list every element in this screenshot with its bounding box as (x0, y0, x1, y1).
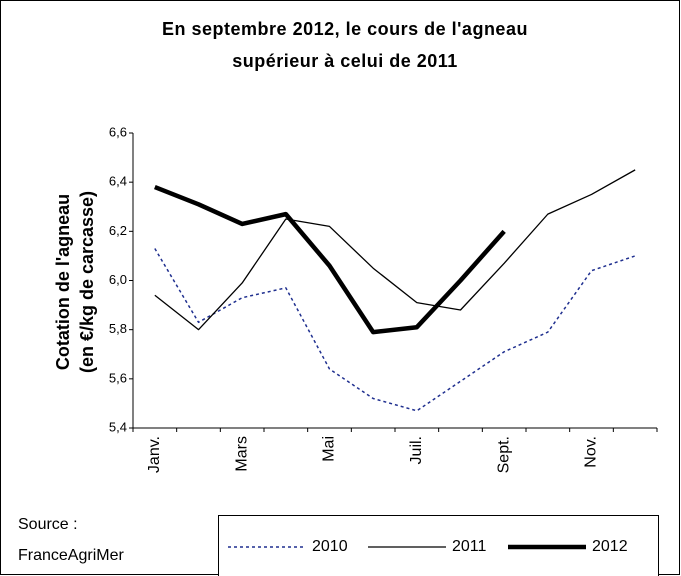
y-tick-label: 5,6 (109, 370, 127, 385)
legend-label: 2010 (312, 538, 348, 555)
legend-label: 2012 (592, 538, 628, 555)
y-tick-label: 6,6 (109, 124, 127, 139)
y-axis-title: (en €/kg de carcasse) (77, 191, 97, 373)
source: FranceAgriMer (18, 547, 124, 564)
x-tick-label: Juil. (408, 436, 425, 464)
chart-title: supérieur à celui de 2011 (232, 51, 458, 71)
series-line (154, 169, 636, 331)
y-tick-label: 5,4 (109, 419, 127, 434)
y-axis-title: Cotation de l'agneau (53, 194, 73, 370)
series-line (154, 248, 636, 412)
series-line (154, 184, 506, 335)
y-tick-label: 6,0 (109, 272, 127, 287)
y-tick-label: 6,4 (109, 174, 127, 189)
chart-title: En septembre 2012, le cours de l'agneau (162, 19, 528, 39)
y-tick-label: 6,2 (109, 223, 127, 238)
x-tick-label: Mai (321, 436, 338, 462)
x-tick-label: Mars (233, 436, 250, 472)
x-tick-label: Sept. (495, 436, 512, 473)
x-tick-label: Nov. (583, 436, 600, 468)
source: Source : (18, 516, 78, 533)
legend-label: 2011 (452, 538, 487, 555)
y-tick-label: 5,8 (109, 321, 127, 336)
x-tick-label: Janv. (146, 436, 163, 473)
